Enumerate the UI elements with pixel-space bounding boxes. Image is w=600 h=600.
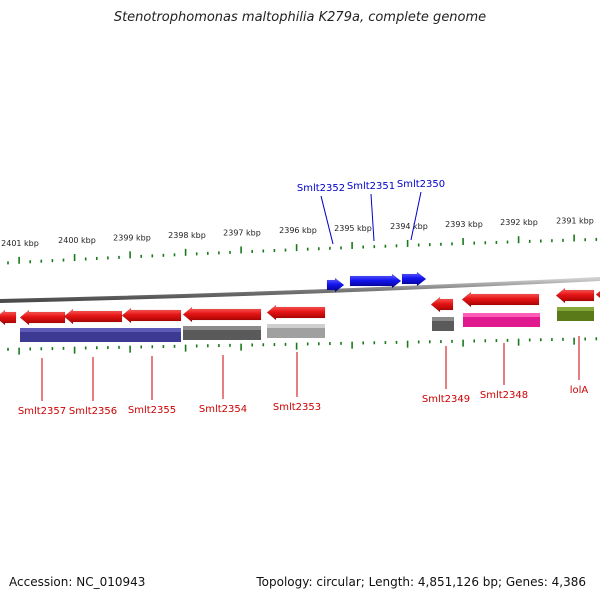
scale-label: 2397 kbp (223, 228, 261, 237)
reverse-gene-arrow[interactable] (555, 287, 595, 304)
reverse-gene-arrow[interactable] (182, 306, 262, 323)
cog-bar-highlight (20, 328, 181, 332)
reverse-gene-arrow[interactable] (430, 296, 454, 313)
scale-label: 2391 kbp (556, 217, 594, 226)
scale-label: 2392 kbp (500, 218, 538, 227)
scale-label: 2401 kbp (1, 239, 39, 248)
scale-label: 2394 kbp (390, 222, 428, 231)
cog-bar-highlight (463, 313, 540, 317)
reverse-gene-arrow[interactable] (63, 308, 123, 325)
reverse-gene-label[interactable]: lolA (570, 385, 589, 396)
bottom-scale-ticks (7, 337, 598, 355)
reverse-gene-arrow[interactable] (595, 287, 600, 302)
cog-bar-highlight (183, 326, 261, 330)
map-title: Stenotrophomonas maltophilia K279a, comp… (113, 10, 487, 25)
forward-gene-label[interactable]: Smlt2352 (297, 183, 345, 194)
reverse-strand-genes (0, 287, 600, 326)
reverse-gene-label[interactable]: Smlt2356 (69, 406, 117, 417)
reverse-gene-label[interactable]: Smlt2357 (18, 406, 66, 417)
reverse-gene-labels: Smlt2357 Smlt2356 Smlt2355 Smlt2354 Smlt2353… (18, 336, 589, 417)
scale-label: 2393 kbp (445, 220, 483, 229)
cog-category-bars (20, 307, 594, 342)
scale-label: 2400 kbp (58, 236, 96, 245)
cog-bar-highlight (267, 324, 325, 328)
genome-backbone (0, 277, 600, 303)
top-scale-ticks (7, 234, 598, 265)
reverse-gene-arrow[interactable] (0, 309, 17, 326)
forward-gene-label[interactable]: Smlt2350 (397, 179, 445, 190)
forward-strand-genes (326, 271, 427, 293)
forward-gene-labels: Smlt2352 Smlt2351 Smlt2350 (297, 179, 445, 245)
scale-label: 2395 kbp (334, 224, 372, 233)
reverse-gene-label[interactable]: Smlt2353 (273, 402, 321, 413)
leader-line (370, 193, 375, 242)
reverse-gene-label[interactable]: Smlt2354 (199, 404, 247, 415)
scale-label: 2396 kbp (279, 226, 317, 235)
reverse-gene-arrow[interactable] (19, 309, 66, 326)
forward-gene-arrow[interactable] (401, 271, 427, 287)
forward-gene-arrow[interactable] (349, 273, 402, 289)
cog-bar-highlight (432, 317, 454, 321)
reverse-gene-label[interactable]: Smlt2355 (128, 405, 176, 416)
forward-gene-arrow[interactable] (326, 277, 345, 293)
accession-text: Accession: NC_010943 (9, 575, 146, 589)
forward-gene-label[interactable]: Smlt2351 (347, 181, 395, 192)
leader-line (410, 191, 422, 241)
reverse-gene-label[interactable]: Smlt2348 (480, 390, 528, 401)
reverse-gene-arrow[interactable] (121, 307, 182, 324)
scale-label: 2398 kbp (168, 231, 206, 240)
genome-summary-text: Topology: circular; Length: 4,851,126 bp… (256, 575, 586, 589)
scale-label: 2399 kbp (113, 233, 151, 242)
reverse-gene-arrow[interactable] (266, 304, 326, 321)
scale-labels: 2401 kbp 2400 kbp 2399 kbp 2398 kbp 2397 kbp… (1, 217, 594, 248)
cog-bar-highlight (557, 307, 594, 311)
leader-line (320, 195, 334, 245)
reverse-gene-arrow[interactable] (461, 291, 540, 308)
reverse-gene-label[interactable]: Smlt2349 (422, 394, 470, 405)
